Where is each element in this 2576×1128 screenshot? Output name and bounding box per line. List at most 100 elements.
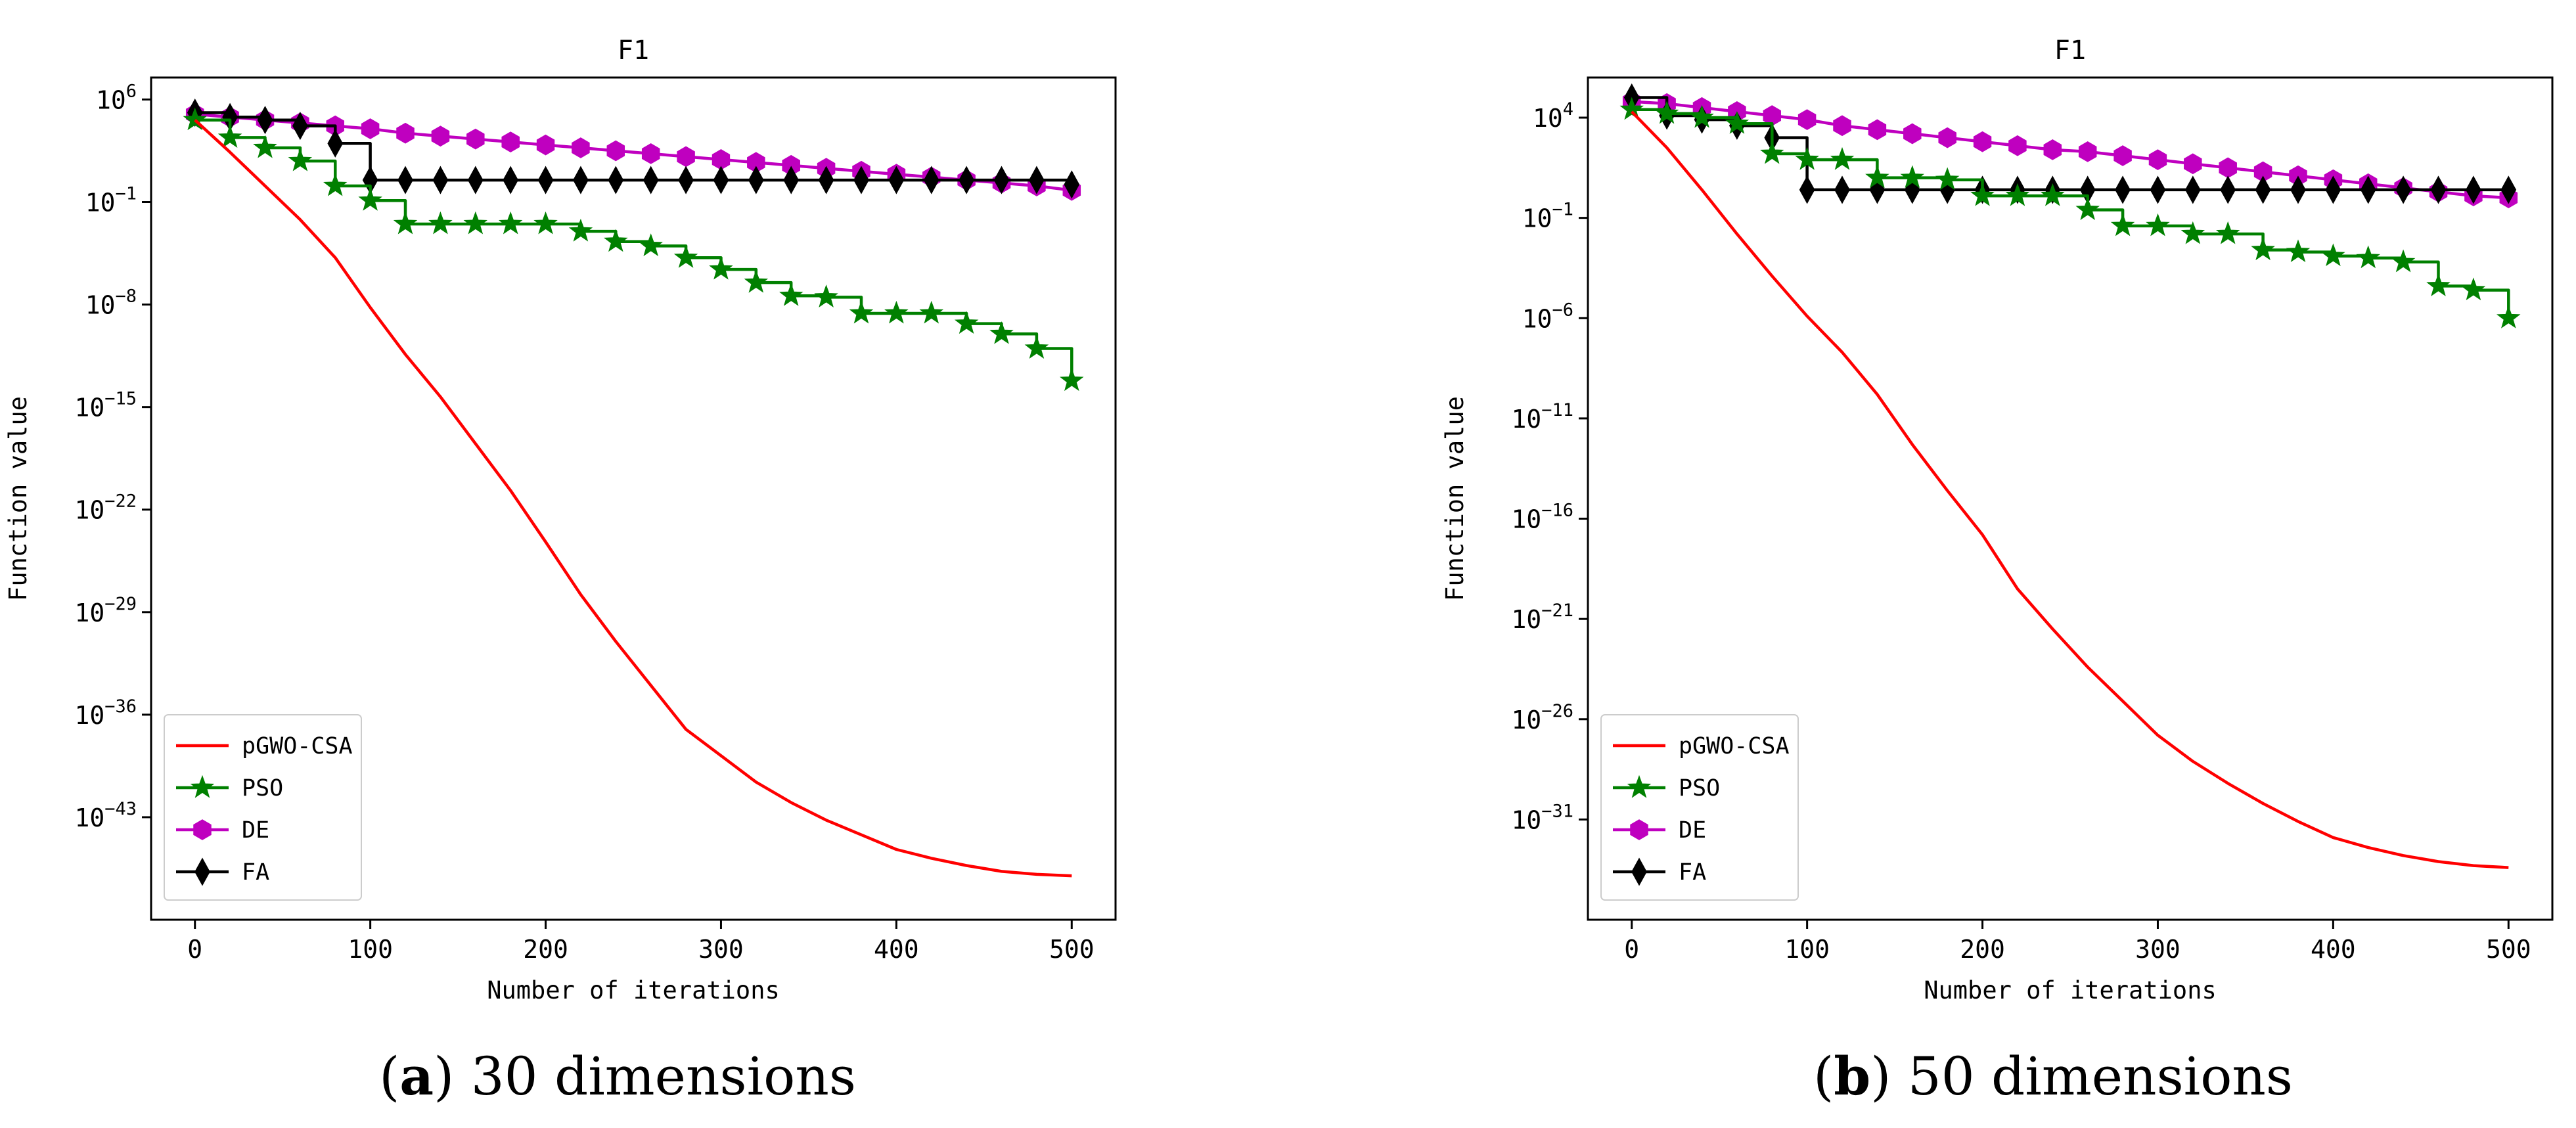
data-point <box>713 166 729 194</box>
legend-label: DE <box>242 817 269 844</box>
data-point <box>257 106 273 135</box>
data-point <box>2395 175 2411 204</box>
data-point <box>572 137 590 158</box>
data-point <box>2184 175 2201 204</box>
x-tick-label: 200 <box>1960 935 2005 964</box>
data-point <box>2220 175 2236 204</box>
data-point <box>533 211 558 235</box>
data-point <box>397 166 413 194</box>
data-point <box>744 269 769 293</box>
legend-label: DE <box>1679 817 1706 844</box>
y-tick-label: 10−21 <box>1511 600 1573 634</box>
data-point <box>1868 119 1887 141</box>
series-pgwo-csa <box>1631 110 2509 869</box>
data-point <box>2184 153 2202 175</box>
data-point <box>1938 127 1956 148</box>
plot-frame <box>1587 76 2554 921</box>
data-point <box>1654 101 1679 124</box>
legend-label: pGWO-CSA <box>1679 733 1790 759</box>
data-point <box>643 166 659 194</box>
y-tick-label: 10−22 <box>74 491 137 525</box>
data-point <box>954 311 979 334</box>
data-point <box>959 166 974 194</box>
data-point <box>501 131 520 152</box>
data-point <box>2043 139 2062 160</box>
y-tick-label: 106 <box>96 81 137 114</box>
data-point <box>2008 135 2027 156</box>
data-point <box>2360 175 2376 204</box>
data-point <box>639 233 663 256</box>
legend-marker <box>193 819 212 840</box>
data-point <box>2251 237 2275 261</box>
data-point <box>1973 131 1992 152</box>
data-point <box>677 146 695 168</box>
data-point <box>748 166 764 194</box>
data-point <box>463 211 487 235</box>
data-point <box>888 166 905 194</box>
data-point <box>361 118 380 139</box>
data-point <box>2115 175 2131 204</box>
data-point <box>323 173 348 196</box>
data-point <box>2005 183 2030 206</box>
series-pgwo-csa <box>194 119 1072 878</box>
series-fa <box>187 98 1080 199</box>
data-point <box>1064 170 1080 199</box>
y-tick-label: 104 <box>1533 99 1573 133</box>
data-point <box>2150 175 2166 204</box>
x-axis-label: Number of iterations <box>487 976 780 1004</box>
legend-marker <box>190 775 215 798</box>
data-point <box>709 256 733 280</box>
data-point <box>2255 175 2271 204</box>
data-point <box>853 166 869 194</box>
x-tick-label: 100 <box>348 935 393 964</box>
legend-marker <box>1627 775 1652 798</box>
x-tick-label: 400 <box>2311 935 2356 964</box>
data-point <box>1900 165 1924 189</box>
data-point <box>573 166 589 194</box>
data-point <box>606 140 625 162</box>
data-point <box>2426 273 2451 296</box>
data-point <box>1834 175 1850 204</box>
legend-label: pGWO-CSA <box>242 733 353 759</box>
data-point <box>183 107 207 131</box>
legend-marker <box>1630 819 1648 840</box>
y-tick-label: 10−15 <box>74 389 137 422</box>
data-point <box>498 211 523 235</box>
data-point <box>2113 145 2132 166</box>
legend-marker <box>1631 857 1647 886</box>
data-point <box>678 166 694 194</box>
data-point <box>608 166 624 194</box>
series-line <box>194 118 1073 381</box>
legend-label: PSO <box>242 775 283 801</box>
series-line <box>1631 110 2509 869</box>
data-point <box>568 218 593 242</box>
data-point <box>1024 336 1049 359</box>
y-tick-label: 10−31 <box>1511 801 1573 834</box>
data-point <box>1833 115 1851 137</box>
y-tick-label: 10−16 <box>1511 501 1573 534</box>
x-tick-label: 300 <box>698 935 744 964</box>
data-point <box>818 166 834 194</box>
x-tick-label: 100 <box>1784 935 1830 964</box>
data-point <box>466 128 485 150</box>
chart-title: F1 <box>618 35 649 66</box>
data-point <box>2110 213 2135 237</box>
y-tick-label: 10−11 <box>1511 400 1573 434</box>
data-point <box>1865 165 1889 189</box>
x-tick-label: 500 <box>1049 935 1095 964</box>
data-point <box>1690 104 1714 128</box>
data-point <box>2148 149 2167 170</box>
data-point <box>2041 183 2065 206</box>
data-point <box>2500 175 2517 204</box>
data-point <box>2325 175 2341 204</box>
data-point <box>2430 175 2447 204</box>
data-point <box>1619 97 1644 120</box>
data-point <box>2286 239 2311 263</box>
data-point <box>1903 123 1922 145</box>
data-point <box>849 300 874 324</box>
data-point <box>2078 141 2097 162</box>
data-point <box>503 166 519 194</box>
data-point <box>783 166 800 194</box>
data-point <box>2391 249 2416 273</box>
y-tick-label: 10−29 <box>74 594 137 627</box>
